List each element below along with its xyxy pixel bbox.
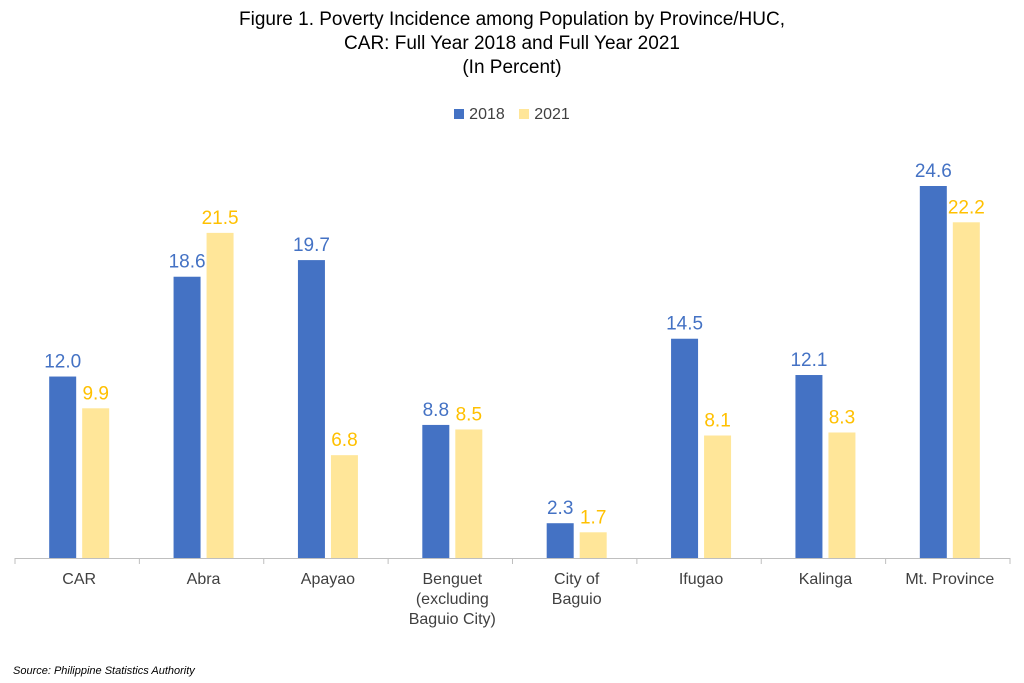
data-label-2018-6: 12.1: [790, 350, 827, 371]
bar-2018-2: [297, 260, 325, 558]
category-label-0-0: CAR: [62, 571, 96, 588]
data-label-2018-7: 24.6: [915, 161, 952, 182]
bar-2018-0: [49, 376, 77, 558]
category-label-3-2: Baguio City): [409, 611, 496, 628]
data-label-2021-2: 6.8: [331, 430, 357, 451]
category-label-5-0: Ifugao: [679, 571, 724, 588]
chart-legend: 2018 2021: [0, 106, 1024, 124]
bar-2018-3: [422, 424, 450, 558]
category-label-4-1: Baguio: [552, 591, 602, 608]
legend-item-2018: 2018: [454, 106, 505, 124]
data-label-2021-4: 1.7: [580, 507, 606, 528]
data-label-2021-0: 9.9: [82, 383, 108, 404]
data-label-2021-5: 8.1: [704, 411, 730, 432]
legend-swatch-2018: [454, 109, 465, 119]
bar-2021-3: [455, 429, 483, 558]
data-label-2021-6: 8.3: [829, 407, 855, 428]
legend-swatch-2021: [519, 109, 530, 119]
bar-2021-2: [330, 455, 358, 558]
data-label-2018-1: 18.6: [169, 252, 206, 273]
bar-2021-5: [704, 435, 732, 558]
legend-item-2021: 2021: [519, 106, 570, 124]
category-label-3-1: (excluding: [416, 591, 489, 608]
category-label-4-0: City of: [554, 571, 600, 588]
data-label-2018-5: 14.5: [666, 314, 703, 335]
bar-2021-4: [579, 532, 607, 558]
chart-title-line-2: CAR: Full Year 2018 and Full Year 2021: [344, 33, 680, 54]
bar-2018-6: [795, 375, 823, 558]
bar-2021-0: [82, 408, 110, 558]
category-label-3-0: Benguet: [423, 571, 483, 588]
bar-2018-7: [919, 186, 947, 558]
category-label-1-0: Abra: [187, 571, 221, 588]
category-label-7-0: Mt. Province: [905, 571, 994, 588]
source-note: Source: Philippine Statistics Authority: [13, 665, 195, 677]
chart-title: Figure 1. Poverty Incidence among Popula…: [0, 8, 1024, 80]
data-label-2021-3: 8.5: [456, 404, 482, 425]
bar-2018-4: [546, 523, 574, 558]
data-label-2018-2: 19.7: [293, 235, 330, 256]
chart-title-line-3: (In Percent): [462, 57, 562, 78]
bar-2021-7: [952, 222, 980, 559]
chart-title-line-1: Figure 1. Poverty Incidence among Popula…: [239, 9, 785, 30]
data-label-2021-7: 22.2: [948, 197, 985, 218]
category-label-6-0: Kalinga: [799, 571, 852, 588]
data-label-2018-4: 2.3: [547, 498, 573, 519]
legend-label-2021: 2021: [534, 106, 570, 123]
bar-2018-1: [173, 276, 201, 558]
data-label-2018-0: 12.0: [44, 352, 81, 373]
legend-label-2018: 2018: [469, 106, 505, 123]
bar-2021-1: [206, 232, 234, 558]
bar-2018-5: [671, 338, 699, 558]
data-label-2018-3: 8.8: [423, 400, 449, 421]
category-label-2-0: Apayao: [301, 571, 355, 588]
bar-2021-6: [828, 432, 856, 558]
bar-chart: 12.09.9 CAR 18.6 21.5 Abra 19.7 6.8 Apayao 8.8 8.…: [14, 161, 1011, 628]
data-label-2021-1: 21.5: [202, 208, 239, 229]
